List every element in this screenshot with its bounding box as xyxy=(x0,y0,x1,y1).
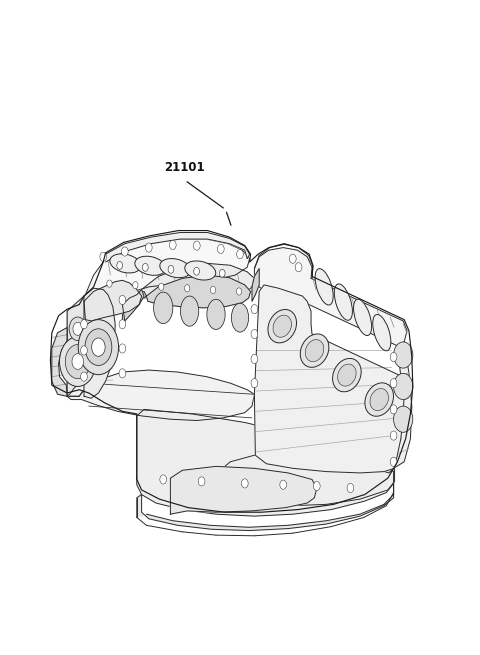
Circle shape xyxy=(119,320,126,329)
Circle shape xyxy=(194,267,200,275)
Circle shape xyxy=(78,320,119,375)
Ellipse shape xyxy=(333,358,361,392)
Circle shape xyxy=(185,285,190,292)
Ellipse shape xyxy=(273,315,291,337)
Circle shape xyxy=(251,305,258,314)
Circle shape xyxy=(251,329,258,339)
Polygon shape xyxy=(252,269,259,301)
Circle shape xyxy=(69,317,86,341)
Ellipse shape xyxy=(185,261,216,280)
Ellipse shape xyxy=(315,269,333,305)
Circle shape xyxy=(251,379,258,388)
Circle shape xyxy=(119,369,126,378)
Circle shape xyxy=(169,240,176,250)
Circle shape xyxy=(107,280,112,287)
Circle shape xyxy=(143,263,148,271)
Circle shape xyxy=(81,372,87,381)
Circle shape xyxy=(119,295,126,305)
Ellipse shape xyxy=(300,334,329,367)
Ellipse shape xyxy=(335,284,352,320)
Circle shape xyxy=(168,265,174,273)
Polygon shape xyxy=(170,466,317,514)
Ellipse shape xyxy=(305,339,324,362)
Circle shape xyxy=(145,243,152,252)
Polygon shape xyxy=(146,275,251,308)
Circle shape xyxy=(236,288,241,295)
Polygon shape xyxy=(216,394,395,506)
Polygon shape xyxy=(103,233,250,262)
Polygon shape xyxy=(254,248,407,346)
Polygon shape xyxy=(52,328,67,396)
Circle shape xyxy=(81,320,87,329)
Circle shape xyxy=(85,329,112,365)
Circle shape xyxy=(117,261,122,269)
Ellipse shape xyxy=(231,303,249,332)
Polygon shape xyxy=(84,239,250,314)
Polygon shape xyxy=(122,290,144,321)
Circle shape xyxy=(347,483,354,493)
Circle shape xyxy=(60,337,96,386)
Circle shape xyxy=(241,479,248,488)
Circle shape xyxy=(390,379,397,388)
Ellipse shape xyxy=(337,364,356,386)
Ellipse shape xyxy=(154,292,173,324)
Text: 21101: 21101 xyxy=(165,160,205,174)
Ellipse shape xyxy=(365,383,394,416)
Polygon shape xyxy=(394,342,412,468)
Circle shape xyxy=(65,345,90,379)
Circle shape xyxy=(100,252,107,261)
Ellipse shape xyxy=(180,296,199,326)
Circle shape xyxy=(219,269,225,277)
Circle shape xyxy=(193,241,200,250)
Polygon shape xyxy=(137,483,394,531)
Circle shape xyxy=(158,283,164,290)
Circle shape xyxy=(72,354,84,369)
Circle shape xyxy=(289,254,296,263)
Circle shape xyxy=(390,431,397,440)
Ellipse shape xyxy=(135,256,166,275)
Circle shape xyxy=(92,338,105,356)
Circle shape xyxy=(211,286,216,293)
Polygon shape xyxy=(84,288,115,398)
Circle shape xyxy=(390,457,397,466)
Circle shape xyxy=(237,250,243,259)
Circle shape xyxy=(73,322,83,335)
Polygon shape xyxy=(67,296,84,396)
Ellipse shape xyxy=(110,254,141,273)
Circle shape xyxy=(251,354,258,364)
Polygon shape xyxy=(67,370,254,421)
Polygon shape xyxy=(84,280,142,321)
Circle shape xyxy=(390,405,397,414)
Ellipse shape xyxy=(354,299,372,335)
Circle shape xyxy=(198,477,205,486)
Ellipse shape xyxy=(160,259,191,278)
Circle shape xyxy=(390,352,397,362)
Ellipse shape xyxy=(370,388,388,411)
Ellipse shape xyxy=(268,310,297,343)
Circle shape xyxy=(313,481,320,491)
Circle shape xyxy=(121,247,128,256)
Circle shape xyxy=(394,406,413,432)
Circle shape xyxy=(280,480,287,489)
Polygon shape xyxy=(254,285,404,473)
Polygon shape xyxy=(122,291,146,324)
Ellipse shape xyxy=(373,314,391,351)
Circle shape xyxy=(394,373,413,400)
Circle shape xyxy=(217,244,224,253)
Polygon shape xyxy=(142,263,254,300)
Circle shape xyxy=(133,282,138,289)
Polygon shape xyxy=(137,409,394,516)
Ellipse shape xyxy=(207,299,225,329)
Circle shape xyxy=(394,342,413,368)
Circle shape xyxy=(160,475,167,484)
Polygon shape xyxy=(67,297,89,396)
Circle shape xyxy=(81,346,87,355)
Circle shape xyxy=(295,263,302,272)
Circle shape xyxy=(119,344,126,353)
